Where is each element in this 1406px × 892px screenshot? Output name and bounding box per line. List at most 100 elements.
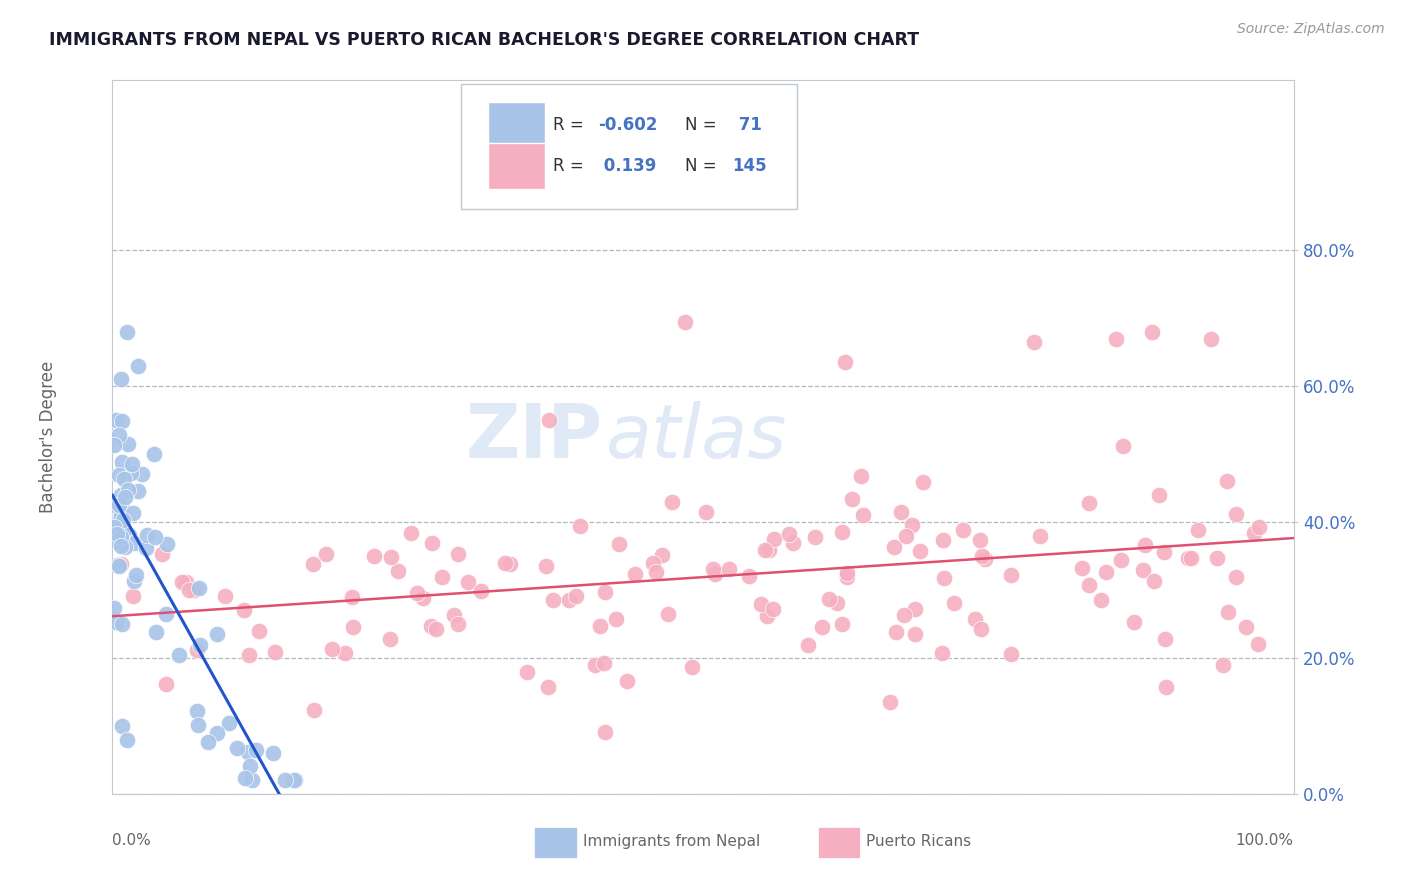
Point	[1090, 593, 1112, 607]
Point	[105, 533, 128, 548]
Point	[1122, 615, 1144, 629]
Point	[124, 568, 146, 582]
Point	[893, 608, 915, 623]
Point	[107, 558, 129, 572]
Point	[494, 556, 516, 570]
Point	[810, 619, 832, 633]
Point	[758, 543, 780, 558]
Point	[115, 325, 138, 339]
Point	[239, 759, 262, 773]
Point	[127, 359, 149, 373]
Point	[1109, 553, 1132, 567]
Point	[188, 581, 211, 595]
Point	[127, 484, 149, 499]
Point	[852, 508, 875, 522]
Point	[1077, 496, 1099, 510]
Point	[135, 541, 157, 555]
Point	[110, 488, 132, 502]
Point	[114, 490, 136, 504]
Text: 0.139: 0.139	[598, 157, 657, 175]
Point	[447, 616, 470, 631]
Text: atlas: atlas	[606, 401, 787, 473]
Point	[321, 641, 343, 656]
Text: 71: 71	[733, 116, 762, 134]
Point	[616, 673, 638, 688]
Point	[1225, 570, 1247, 584]
Point	[205, 725, 228, 739]
Point	[1206, 550, 1229, 565]
Point	[187, 718, 209, 732]
Point	[145, 624, 167, 639]
Point	[1149, 488, 1171, 502]
Point	[762, 602, 785, 616]
Point	[174, 574, 197, 589]
Point	[380, 549, 402, 564]
Point	[155, 607, 177, 622]
Point	[236, 745, 259, 759]
Point	[831, 525, 853, 540]
Point	[218, 716, 240, 731]
Point	[737, 569, 759, 583]
Point	[569, 518, 592, 533]
Text: Bachelor's Degree: Bachelor's Degree	[38, 361, 56, 513]
Point	[188, 638, 211, 652]
Point	[112, 472, 135, 486]
Point	[107, 498, 129, 512]
FancyBboxPatch shape	[534, 827, 576, 858]
Point	[225, 740, 247, 755]
Point	[1154, 632, 1177, 646]
Point	[538, 413, 561, 427]
Point	[1029, 529, 1052, 543]
Point	[1249, 520, 1271, 534]
Point	[333, 646, 356, 660]
Text: N =: N =	[685, 157, 723, 175]
Point	[197, 735, 219, 749]
Point	[122, 574, 145, 588]
Point	[1133, 538, 1156, 552]
Point	[274, 773, 297, 788]
Point	[963, 612, 986, 626]
Point	[150, 547, 173, 561]
Point	[973, 551, 995, 566]
Point	[108, 428, 131, 442]
Point	[782, 536, 804, 550]
Point	[1132, 563, 1154, 577]
Point	[302, 703, 325, 717]
Point	[233, 771, 256, 785]
Point	[110, 371, 132, 385]
Point	[825, 596, 848, 610]
Point	[247, 624, 270, 639]
Text: 145: 145	[733, 157, 768, 175]
Point	[1177, 550, 1199, 565]
Point	[238, 648, 260, 662]
Point	[108, 559, 131, 574]
Point	[380, 632, 402, 647]
Point	[932, 533, 955, 547]
Point	[624, 566, 647, 581]
Point	[886, 624, 908, 639]
Point	[104, 615, 127, 630]
Point	[284, 773, 307, 788]
Point	[363, 549, 385, 564]
Point	[934, 571, 956, 585]
Point	[387, 565, 409, 579]
Point	[1000, 648, 1022, 662]
Point	[430, 570, 453, 584]
Point	[972, 549, 994, 564]
Point	[718, 562, 741, 576]
Point	[834, 355, 856, 369]
Point	[595, 585, 617, 599]
Point	[111, 500, 134, 515]
Point	[302, 557, 325, 571]
Point	[534, 558, 557, 573]
Text: Source: ZipAtlas.com: Source: ZipAtlas.com	[1237, 22, 1385, 37]
Point	[108, 468, 131, 483]
Point	[103, 520, 125, 534]
Point	[155, 677, 177, 691]
Point	[110, 530, 132, 544]
FancyBboxPatch shape	[488, 143, 544, 189]
Point	[969, 533, 991, 548]
Point	[245, 742, 267, 756]
Point	[117, 436, 139, 450]
Point	[183, 583, 205, 598]
